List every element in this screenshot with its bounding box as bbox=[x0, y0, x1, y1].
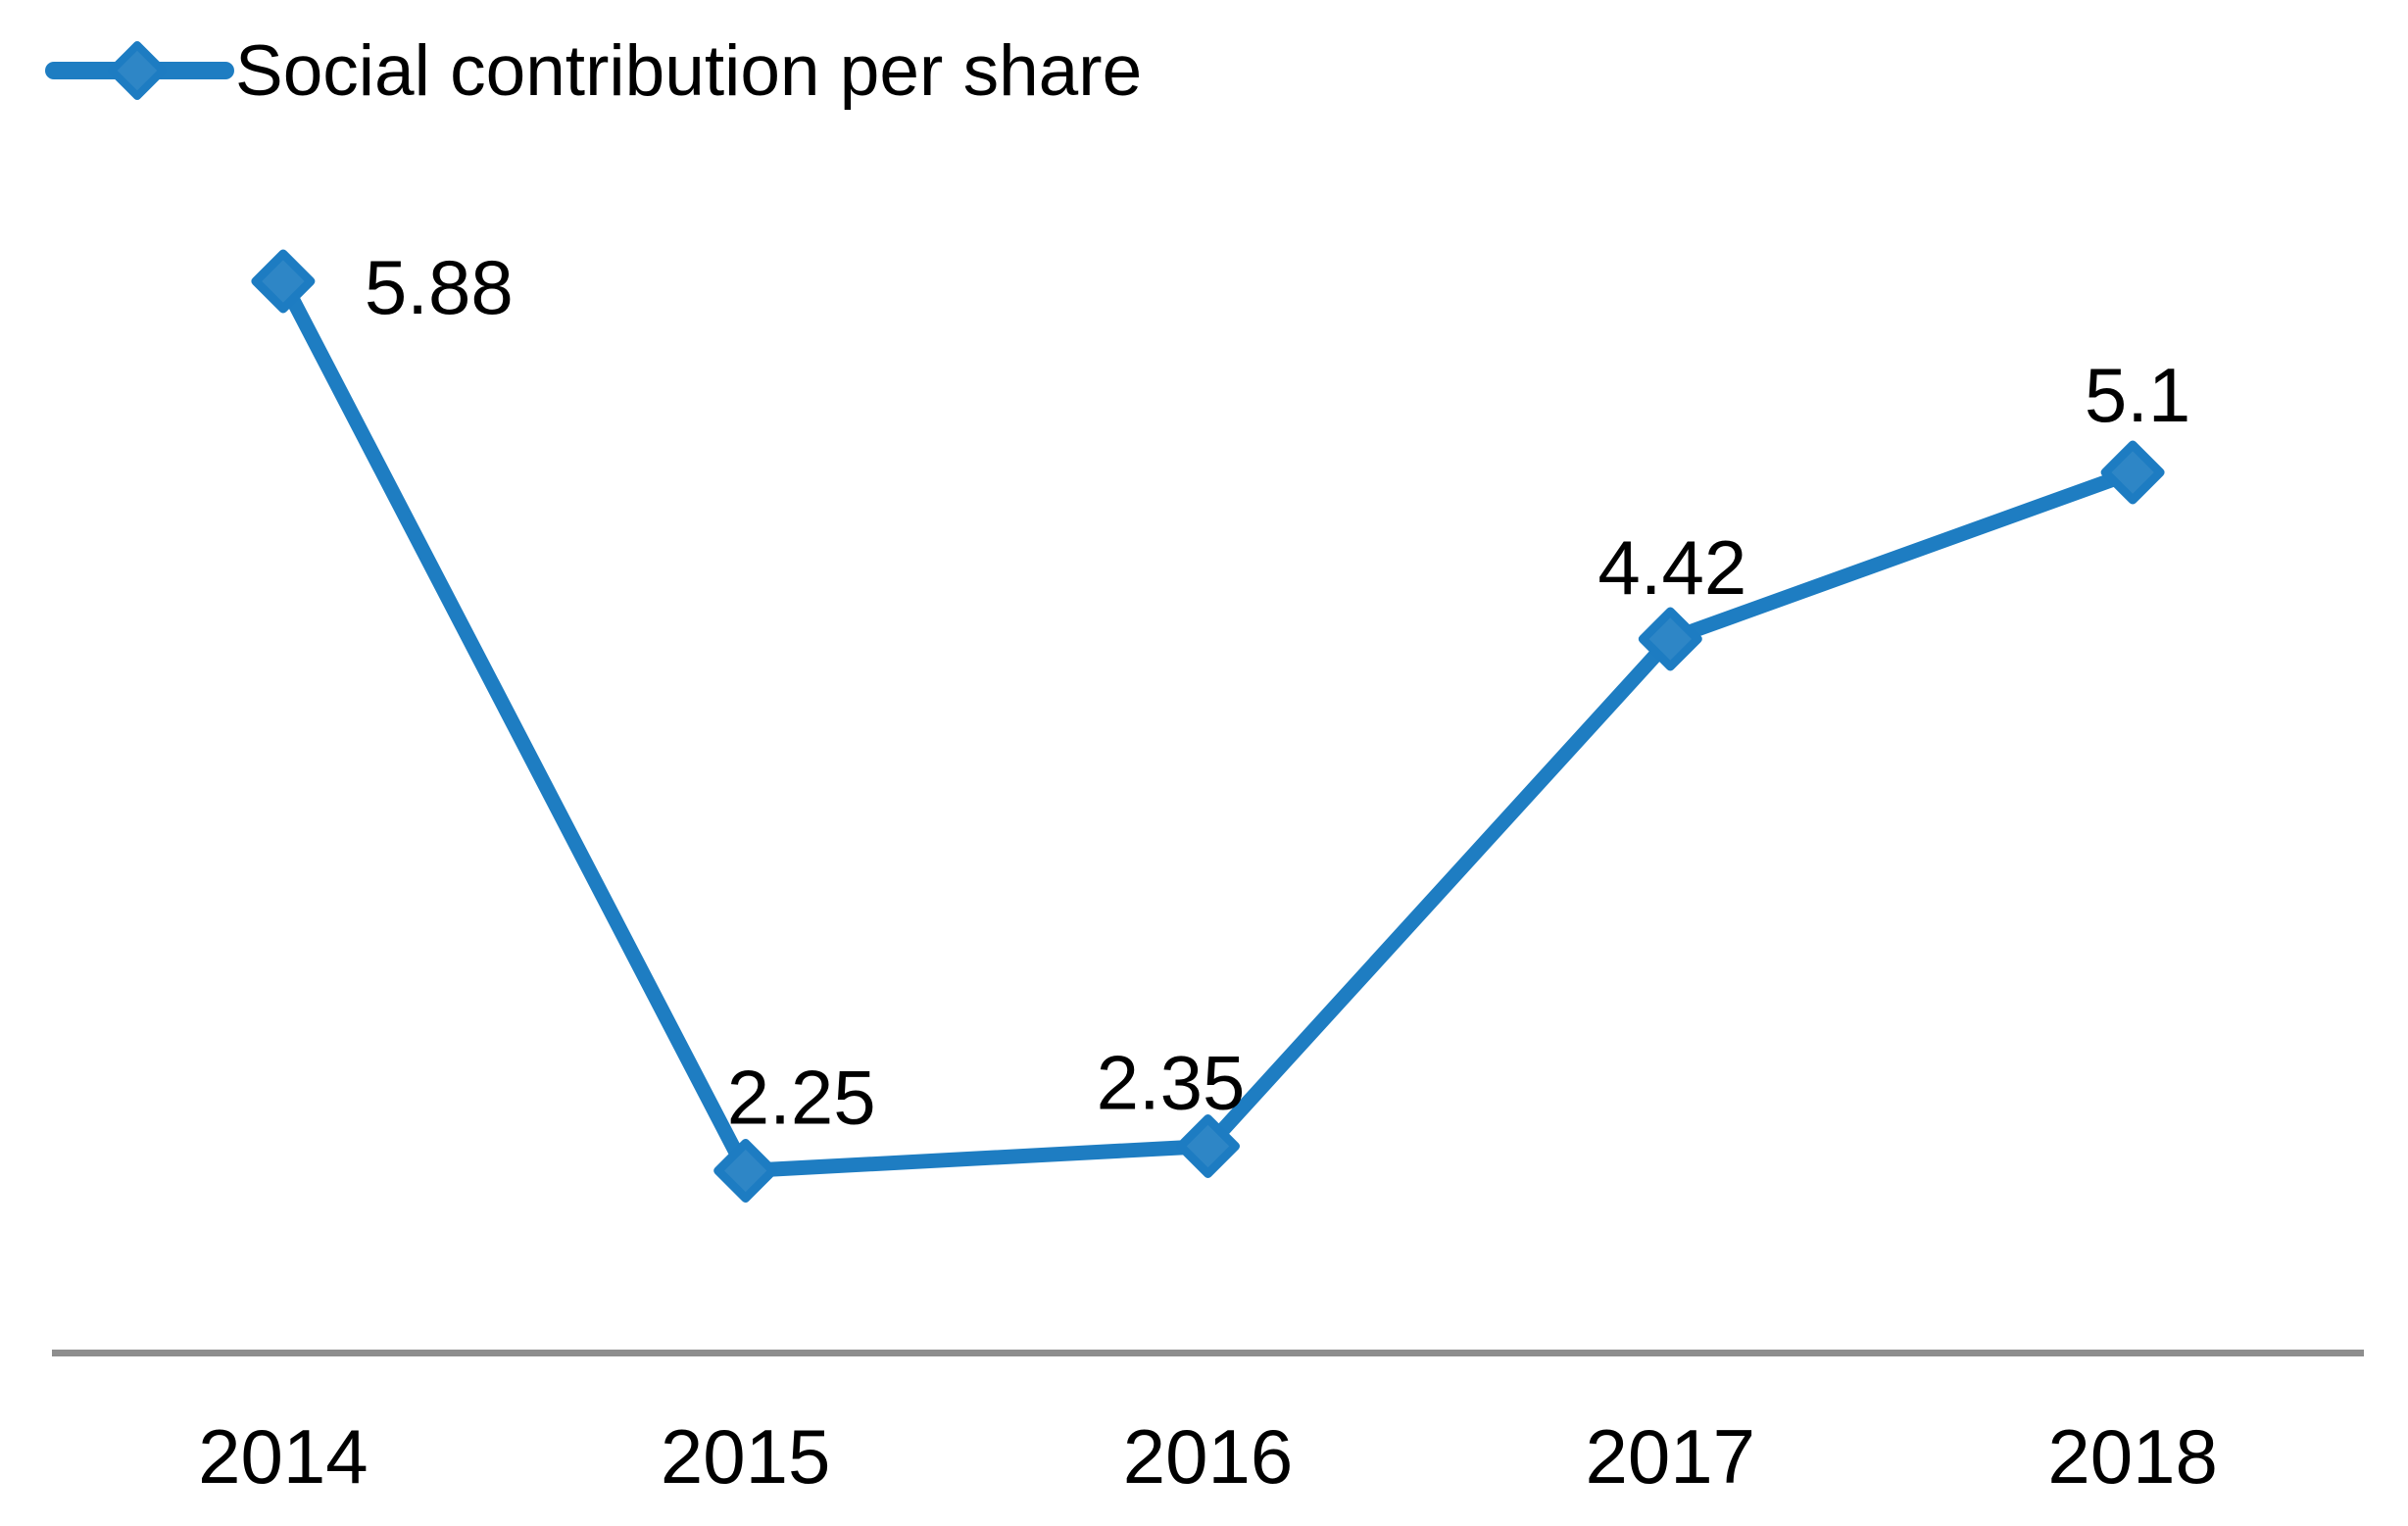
data-label-2016: 2.35 bbox=[1097, 1040, 1246, 1126]
data-point-markers bbox=[251, 249, 2165, 1203]
data-point-marker-2018 bbox=[2100, 440, 2165, 505]
data-point-marker-2014 bbox=[251, 249, 316, 314]
x-axis-label-2015: 2015 bbox=[661, 1413, 831, 1500]
data-point-marker-2016 bbox=[1176, 1114, 1240, 1178]
data-label-2014: 5.88 bbox=[365, 244, 514, 330]
data-label-2017: 4.42 bbox=[1597, 524, 1746, 611]
data-point-marker-2017 bbox=[1638, 607, 1702, 671]
legend: Social contribution per share bbox=[45, 31, 1142, 111]
data-label-2015: 2.25 bbox=[727, 1055, 876, 1141]
data-label-2018: 5.1 bbox=[2085, 352, 2190, 438]
x-axis-label-2018: 2018 bbox=[2047, 1413, 2218, 1500]
data-point-marker-2015 bbox=[713, 1139, 778, 1203]
x-axis-label-2016: 2016 bbox=[1123, 1413, 1294, 1500]
x-axis-label-2014: 2014 bbox=[198, 1413, 369, 1500]
x-axis-labels: 2014 2015 2016 2017 2018 bbox=[198, 1413, 2218, 1500]
x-axis-label-2017: 2017 bbox=[1586, 1413, 1756, 1500]
legend-diamond-icon bbox=[108, 41, 167, 100]
series-line bbox=[275, 273, 2140, 1178]
data-labels: 5.88 2.25 2.35 4.42 5.1 bbox=[365, 244, 2190, 1141]
legend-label: Social contribution per share bbox=[235, 31, 1142, 111]
